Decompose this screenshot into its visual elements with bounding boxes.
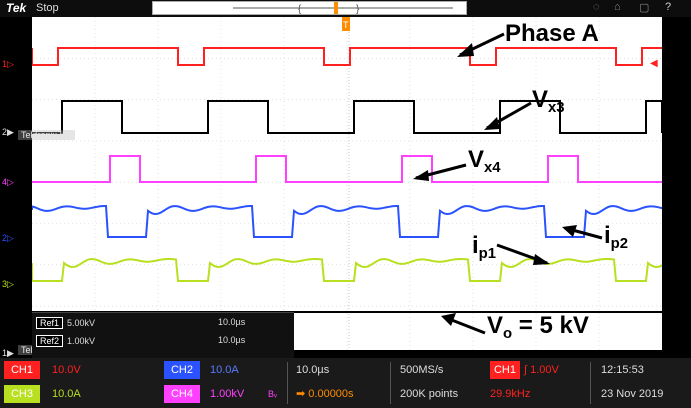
- ip2-label: ip2: [604, 222, 629, 253]
- divider: [590, 362, 591, 404]
- channel-markers: 1▷ 2▶ 4▷ 2▷ 3▷ 1▶: [0, 17, 32, 358]
- horizontal-position[interactable]: ➡ 0.00000s: [296, 388, 354, 400]
- phase-a-label: Phase A: [505, 20, 599, 47]
- svg-text:}: }: [356, 4, 360, 14]
- svg-text:{: {: [298, 4, 302, 14]
- ch2-scale[interactable]: 10.0A: [210, 364, 239, 376]
- ch2-button[interactable]: CH2: [164, 361, 200, 379]
- screenshot-icon[interactable]: ▢: [639, 2, 650, 14]
- brand-logo: Tek: [6, 1, 27, 15]
- ref2-scale: 1.00kV: [67, 336, 96, 346]
- help-icon[interactable]: ?: [665, 1, 672, 13]
- ref2-readout[interactable]: Ref2 1.00kV 10.0µs: [36, 335, 245, 350]
- network-icon[interactable]: ⌂: [614, 1, 621, 13]
- ref2-tag: Ref2: [36, 335, 64, 347]
- timebase-value[interactable]: 10.0µs: [296, 364, 330, 376]
- waveform-canvas: [32, 17, 662, 350]
- trigger-frequency: 29.9kHz: [490, 388, 531, 400]
- ref1-time: 10.0µs: [218, 317, 246, 327]
- ref2-time: 10.0µs: [218, 335, 246, 345]
- ch1-button[interactable]: CH1: [4, 361, 40, 379]
- ref1-scale: 5.00kV: [67, 318, 96, 328]
- bandwidth-limit-icon: Bᵥ: [268, 389, 277, 399]
- ch2-marker[interactable]: 2▷: [2, 233, 14, 243]
- ch4-button[interactable]: CH4: [164, 385, 200, 403]
- settings-bar: CH1 10.0V CH2 10.0A CH3 10.0A CH4 1.00kV…: [0, 358, 691, 408]
- divider: [287, 362, 288, 404]
- trigger-level: 1.00V: [530, 364, 559, 376]
- phase-a-trace: [32, 47, 662, 66]
- position-value: 0.00000s: [308, 388, 354, 400]
- reference-readouts: Ref1 5.00kV 10.0µs Ref2 1.00kV 10.0µs: [32, 312, 294, 359]
- vo-label: Vo = 5 kV: [487, 312, 589, 343]
- acquisition-state: Stop: [36, 2, 59, 14]
- vx3-trace: [32, 100, 662, 134]
- trigger-source[interactable]: CH1: [490, 361, 520, 379]
- ch1-marker[interactable]: 1▷: [2, 59, 14, 69]
- ref1-tag: Ref1: [36, 317, 64, 329]
- record-view-bar[interactable]: { }: [152, 1, 467, 15]
- wifi-icon[interactable]: ◌: [593, 1, 600, 13]
- ch3-scale[interactable]: 10.0A: [52, 388, 81, 400]
- ch3-marker[interactable]: 3▷: [2, 279, 14, 289]
- record-length: 200K points: [400, 388, 459, 400]
- sample-rate: 500MS/s: [400, 364, 444, 376]
- ch4-marker[interactable]: 4▷: [2, 177, 14, 187]
- waveform-display[interactable]: [32, 17, 662, 350]
- vx4-label: Vx4: [468, 146, 501, 177]
- ch1-scale[interactable]: 10.0V: [52, 364, 81, 376]
- ch4-scale[interactable]: 1.00kV: [210, 388, 245, 400]
- ip-green-trace: [32, 257, 662, 282]
- ref1-readout[interactable]: Ref1 5.00kV 10.0µs: [36, 317, 245, 332]
- trigger-slope-icon[interactable]: ∫ 1.00V: [524, 364, 559, 376]
- top-status-bar: Tek Stop { } ◌ ⌂ ▢ ?: [0, 0, 691, 17]
- watermark-label: Tektronix.Inc: [18, 130, 75, 140]
- divider: [390, 362, 391, 404]
- ip1-label: ip1: [472, 232, 497, 263]
- ip-blue-trace: [32, 205, 662, 238]
- ref1-marker[interactable]: 1▶: [2, 348, 14, 358]
- ref-marker[interactable]: 2▶: [2, 127, 14, 137]
- ch3-button[interactable]: CH3: [4, 385, 40, 403]
- vx4-trace: [32, 155, 662, 183]
- clock-time: 12:15:53: [601, 364, 644, 376]
- clock-date: 23 Nov 2019: [601, 388, 664, 400]
- vx3-label: Vx3: [532, 86, 565, 117]
